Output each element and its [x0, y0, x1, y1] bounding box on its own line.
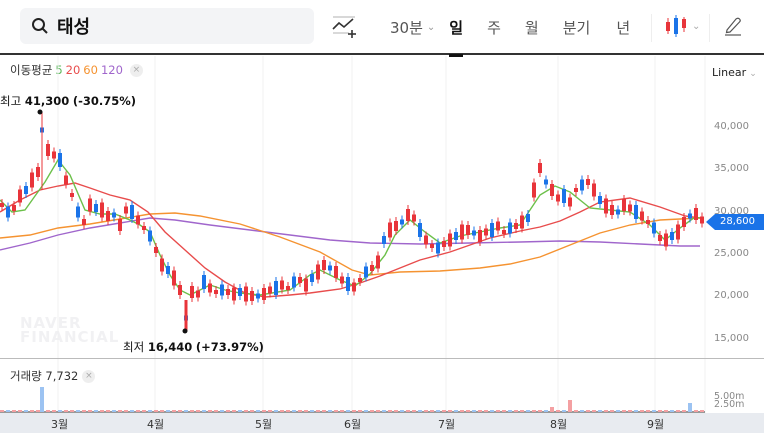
x-axis: 3월 4월 5월 6월 7월 8월 9월 — [0, 413, 764, 433]
x-tick: 4월 — [147, 418, 165, 431]
low-annotation: 최저 16,440 (+73.97%) — [123, 340, 264, 354]
volume-tick: 2.50m — [714, 399, 745, 410]
x-tick: 7월 — [438, 418, 456, 431]
divider — [0, 358, 764, 359]
chevron-down-icon: ⌄ — [692, 20, 701, 32]
divider — [709, 14, 710, 42]
y-tick: 20,000 — [714, 290, 749, 301]
search-box[interactable]: 태성 — [20, 8, 314, 44]
volume-bars — [0, 387, 704, 412]
ma20-label: 20 — [65, 63, 81, 77]
search-icon — [32, 18, 48, 34]
x-tick: 8월 — [550, 418, 568, 431]
x-tick: 5월 — [255, 418, 273, 431]
volume-label: 거래량 — [10, 369, 42, 383]
y-tick: 25,000 — [714, 248, 749, 259]
y-tick: 35,000 — [714, 163, 749, 174]
volume-value: 7,732 — [45, 369, 79, 383]
price-chart[interactable] — [0, 56, 764, 413]
high-annotation: 최고 41,300 (-30.75%) — [0, 94, 137, 108]
divider — [651, 14, 652, 42]
moving-average-legend: 이동평균 5 20 60 120 × — [10, 62, 146, 78]
chevron-down-icon: ⌄ — [426, 22, 436, 33]
candlestick-icon — [666, 15, 686, 37]
ma5-label: 5 — [55, 63, 63, 77]
ma120-label: 120 — [100, 63, 123, 77]
search-query: 태성 — [57, 17, 91, 38]
y-tick: 40,000 — [714, 121, 749, 132]
top-toolbar: 태성 30분 ⌄ 일 주 월 분기 년 ⌄ — [0, 0, 764, 57]
tab-year[interactable]: 년 — [616, 19, 631, 37]
y-tick: 30,000 — [714, 206, 749, 217]
x-tick: 3월 — [51, 418, 69, 431]
chevron-down-icon: ⌄ — [749, 69, 757, 79]
chart-type-selector[interactable]: ⌄ — [664, 14, 700, 38]
tab-week[interactable]: 주 — [487, 19, 501, 37]
close-icon[interactable]: × — [82, 369, 96, 383]
scale-selector[interactable]: Linear ⌄ — [712, 66, 757, 79]
tab-day[interactable]: 일 — [449, 0, 463, 57]
add-indicator-icon[interactable] — [332, 16, 358, 38]
current-price-tag: 28,600 — [706, 214, 764, 230]
tab-quarter[interactable]: 분기 — [562, 19, 591, 37]
x-tick: 9월 — [647, 418, 665, 431]
period-tabs: 30분 ⌄ 일 주 월 분기 년 — [390, 0, 631, 57]
watermark: NAVER FINANCIAL — [20, 314, 120, 346]
volume-tick: 5.00m — [714, 391, 745, 402]
ma60-label: 60 — [83, 63, 98, 77]
volume-legend: 거래량 7,732 × — [10, 368, 96, 384]
x-tick: 6월 — [344, 418, 362, 431]
candlesticks — [0, 112, 704, 331]
tab-30min[interactable]: 30분 ⌄ — [390, 19, 436, 37]
y-tick: 15,000 — [714, 333, 749, 344]
ma-label: 이동평균 — [10, 63, 53, 77]
close-icon[interactable]: × — [129, 63, 143, 77]
tab-month[interactable]: 월 — [524, 19, 539, 37]
pencil-icon[interactable] — [723, 16, 743, 36]
